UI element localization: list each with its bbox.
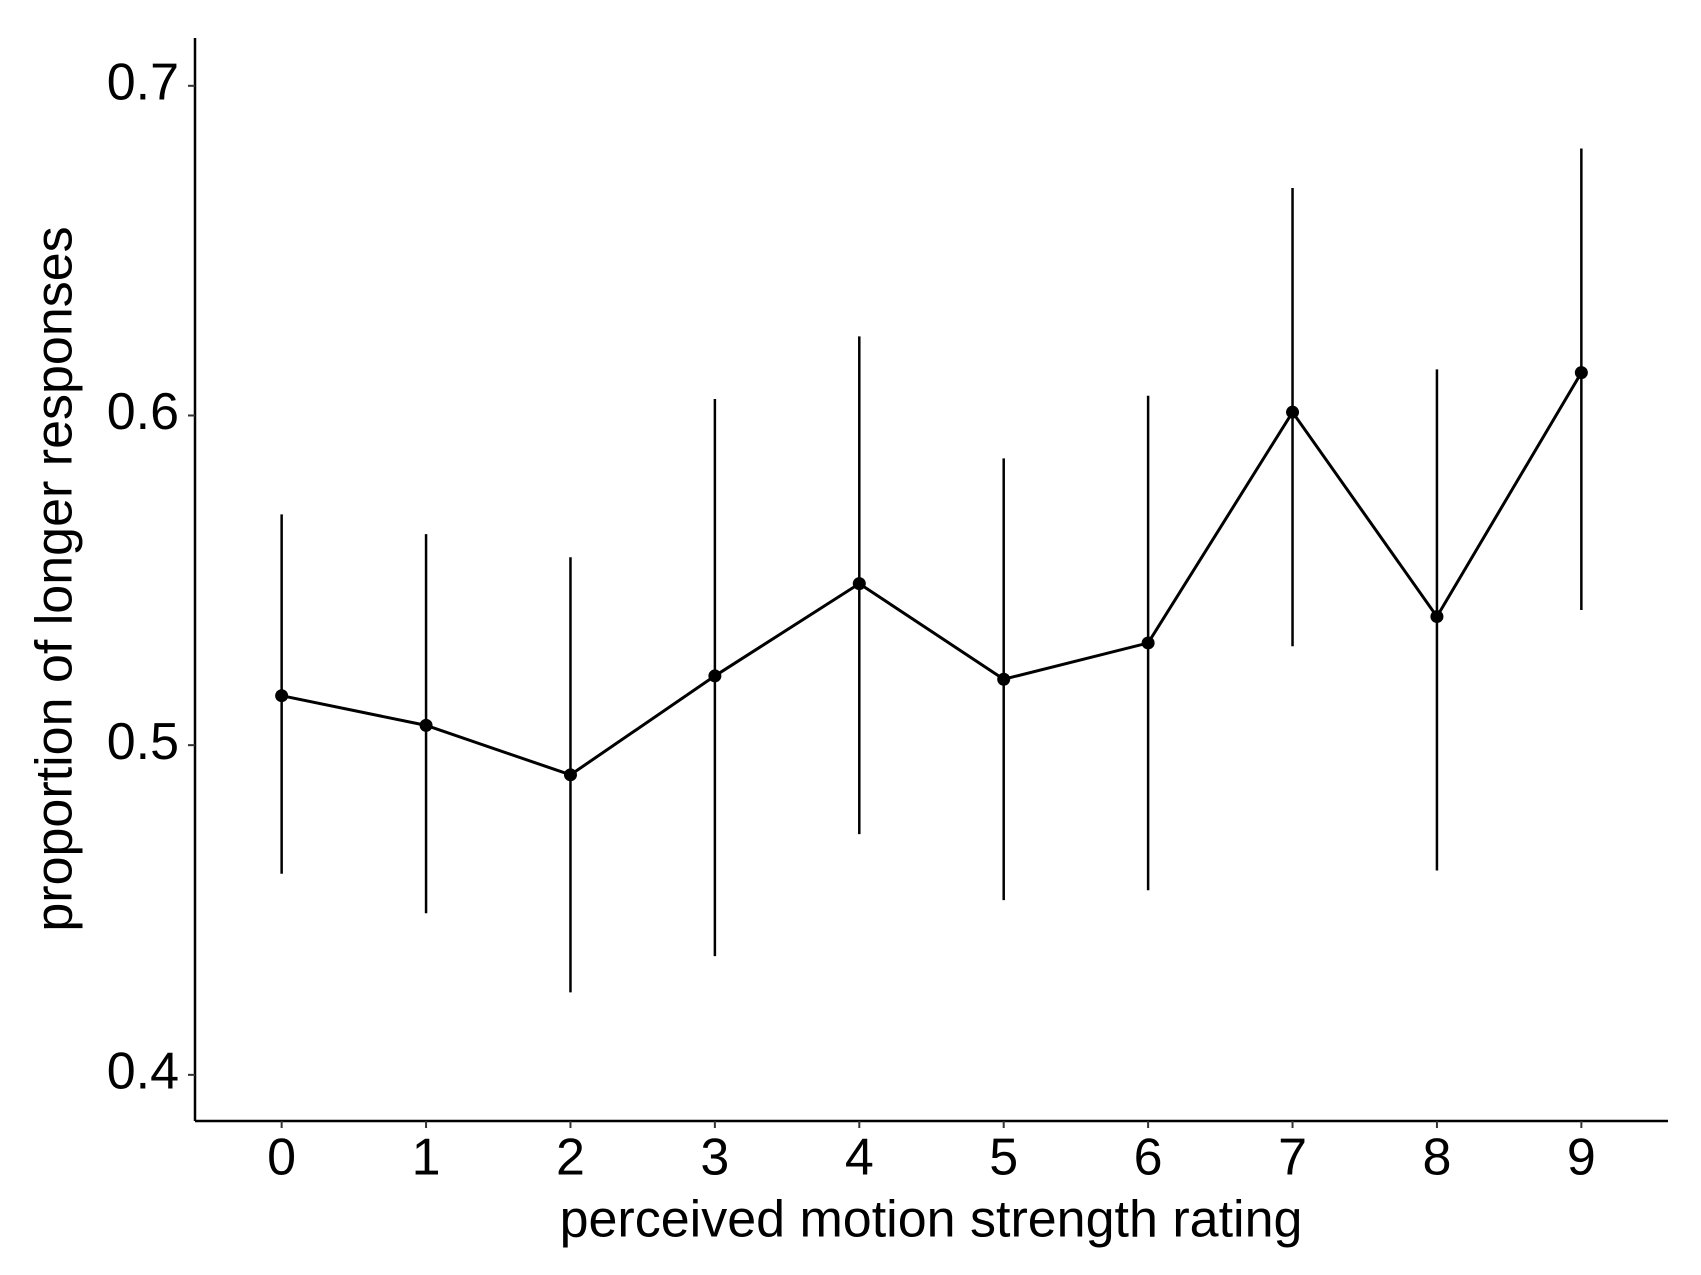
point [563,768,577,782]
point [1430,610,1444,624]
point [1286,405,1300,419]
x-tick-label: 0 [267,1129,296,1187]
point [1141,636,1155,650]
x-tick-label: 9 [1567,1129,1596,1187]
y-tick-label: 0.6 [107,383,179,441]
y-tick-label: 0.7 [107,54,179,112]
point [275,689,289,703]
x-tick-label: 4 [845,1129,874,1187]
x-tick-label: 8 [1422,1129,1451,1187]
point [419,718,433,732]
x-tick-label: 6 [1134,1129,1163,1187]
x-tick-label: 2 [556,1129,585,1187]
x-tick-label: 3 [700,1129,729,1187]
x-tick-label: 5 [989,1129,1018,1187]
point [997,672,1011,686]
point [708,669,722,683]
x-tick-label: 1 [412,1129,441,1187]
point [852,577,866,591]
point [1574,366,1588,380]
line [281,371,1583,777]
y-tick-label: 0.5 [107,713,179,771]
x-tick-label: 7 [1278,1129,1307,1187]
y-axis-title: proportion of longer responses [26,226,84,931]
y-tick-label: 0.4 [107,1043,179,1101]
x-axis-title: perceived motion strength rating [560,1191,1303,1249]
